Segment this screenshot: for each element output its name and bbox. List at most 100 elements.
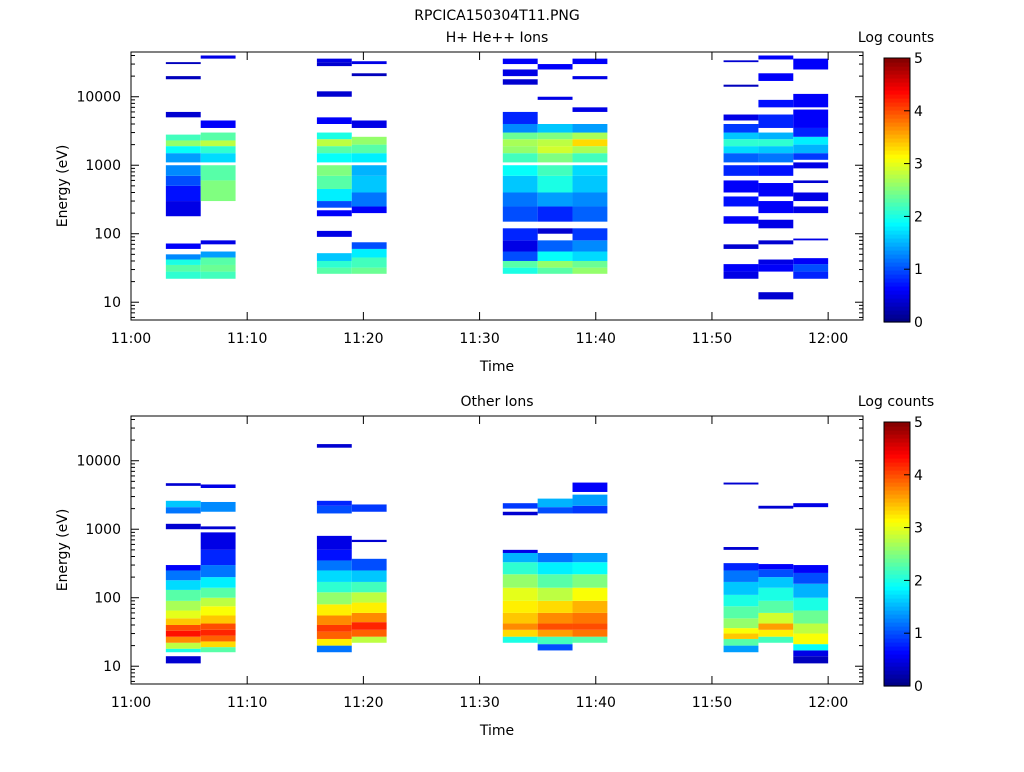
heatmap-cell (165, 636, 201, 643)
heatmap-cell (793, 127, 829, 137)
heatmap-cell (793, 192, 829, 202)
heatmap-cell (200, 615, 236, 624)
heatmap-cell (758, 636, 794, 643)
heatmap-cell (351, 175, 387, 193)
colorbar-step (884, 230, 910, 235)
heatmap-cell (537, 260, 573, 268)
colorbar-step (884, 98, 910, 103)
heatmap-cell (316, 638, 352, 646)
colorbar-step (884, 594, 910, 599)
colorbar-step (884, 110, 910, 115)
colorbar-step (884, 678, 910, 683)
heatmap-cell (537, 251, 573, 261)
colorbar-step (884, 546, 910, 551)
colorbar-step (884, 314, 910, 319)
heatmap-cell (502, 549, 538, 553)
colorbar-frame (883, 421, 911, 687)
x-axis-label: Time (479, 723, 514, 739)
heatmap-cell (165, 264, 201, 272)
heatmap-cell (502, 228, 538, 241)
x-tick-label: 12:00 (808, 331, 848, 347)
heatmap-cell (316, 505, 352, 514)
heatmap-cell (537, 228, 573, 234)
heatmap-cell (502, 251, 538, 261)
heatmap-cell (351, 192, 387, 207)
heatmap-cell (316, 267, 352, 274)
heatmap-cell (723, 84, 759, 87)
heatmap-cell (723, 124, 759, 133)
heatmap-cell (316, 91, 352, 97)
colorbar-step (884, 562, 910, 567)
heatmap-cell (537, 153, 573, 163)
heatmap-cell (723, 547, 759, 550)
colorbar-step (884, 654, 910, 659)
heatmap-cell (572, 505, 608, 514)
y-tick-label: 100 (94, 591, 121, 607)
x-tick-label: 11:30 (459, 331, 499, 347)
heatmap-cell (351, 267, 387, 274)
heatmap-cell (758, 577, 794, 588)
heatmap-cell (351, 612, 387, 623)
y-tick-label: 100 (94, 227, 121, 243)
colorbar-step (884, 438, 910, 443)
colorbar-step (884, 178, 910, 183)
heatmap-cell (502, 192, 538, 207)
x-tick-label: 11:50 (692, 331, 732, 347)
heatmap-cell (165, 565, 201, 571)
colorbar-step (884, 242, 910, 247)
heatmap-cell (723, 606, 759, 619)
colorbar-step (884, 206, 910, 211)
colorbar-step (884, 234, 910, 239)
colorbar-step (884, 210, 910, 215)
heatmap-cell (723, 594, 759, 607)
heatmap-cell (200, 629, 236, 636)
heatmap-cell (572, 623, 608, 630)
colorbar: 0 1 2 3 4 5 (883, 51, 923, 331)
colorbar-step (884, 218, 910, 223)
heatmap-cell (758, 139, 794, 147)
heatmap-cell (572, 612, 608, 624)
heatmap-cell (537, 562, 573, 575)
heatmap-cell (537, 587, 573, 601)
heatmap-cell (502, 552, 538, 563)
panel-title: Other Ions (460, 394, 533, 410)
heatmap-cell (758, 587, 794, 601)
heatmap-cell (572, 600, 608, 613)
colorbar-step (884, 142, 910, 147)
heatmap-cell (793, 572, 829, 584)
colorbar-step (884, 626, 910, 631)
heatmap-cell (165, 523, 201, 530)
heatmap-cell (165, 656, 201, 664)
heatmap-cell (316, 645, 352, 653)
heatmap-cell (165, 483, 201, 486)
heatmap-cell (758, 264, 794, 272)
heatmap-cell (165, 610, 201, 619)
heatmap-cell (351, 570, 387, 582)
heatmap-cell (502, 240, 538, 252)
colorbar-step (884, 266, 910, 271)
colorbar-step (884, 474, 910, 479)
heatmap-cell (351, 73, 387, 77)
heatmap-cell (572, 206, 608, 222)
heatmap-cell (537, 600, 573, 613)
heatmap-cell (758, 55, 794, 60)
heatmap-cell (723, 638, 759, 646)
heatmap-cell (758, 99, 794, 108)
heatmap-cell (502, 111, 538, 124)
heatmap-cell (537, 124, 573, 133)
colorbar-step (884, 286, 910, 291)
heatmap-cell (572, 107, 608, 112)
colorbar-tick-label: 4 (914, 468, 923, 484)
heatmap-cell (572, 58, 608, 65)
colorbar-step (884, 530, 910, 535)
heatmap-cell (316, 210, 352, 217)
heatmap-cell (351, 165, 387, 176)
colorbar-step (884, 494, 910, 499)
heatmap-cell (200, 132, 236, 141)
heatmap-cell (502, 69, 538, 77)
colorbar-tick-label: 2 (914, 209, 923, 225)
heatmap-cell (316, 175, 352, 189)
heatmap-cell (723, 180, 759, 193)
x-tick-label: 11:00 (111, 695, 151, 711)
heatmap-cell (723, 146, 759, 154)
